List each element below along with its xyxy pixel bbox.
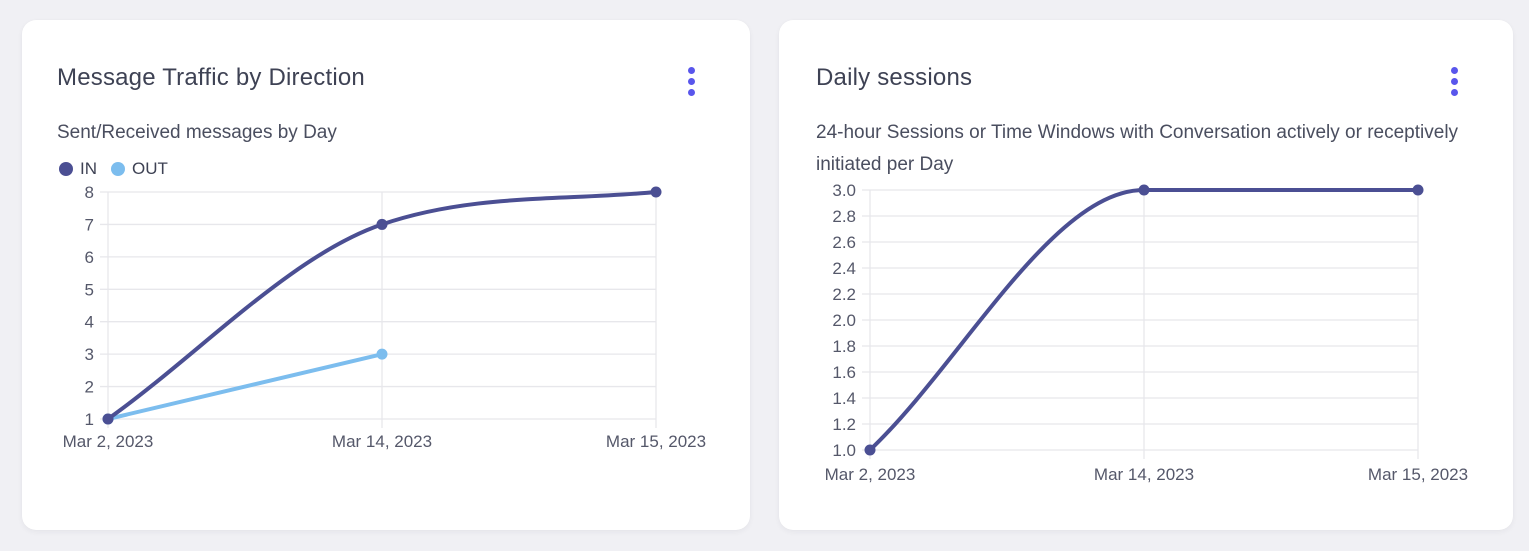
data-point[interactable] xyxy=(1138,184,1150,196)
y-axis-tick-label: 3.0 xyxy=(832,181,856,200)
legend-dot-in xyxy=(59,162,73,176)
x-axis-tick-label: Mar 15, 2023 xyxy=(1368,465,1468,484)
kebab-dot xyxy=(1450,77,1458,85)
kebab-vertical-icon[interactable] xyxy=(678,64,704,98)
kebab-dot xyxy=(687,77,695,85)
legend-dot-out xyxy=(111,162,125,176)
data-point[interactable] xyxy=(650,186,662,198)
legend-item-out[interactable]: OUT xyxy=(111,159,168,179)
y-axis-tick-label: 1.6 xyxy=(832,363,856,382)
card-subtitle-message-traffic: Sent/Received messages by Day xyxy=(57,122,337,143)
series-line-out xyxy=(106,352,384,421)
x-axis-tick-label: Mar 14, 2023 xyxy=(1094,465,1194,484)
x-axis-tick-label: Mar 2, 2023 xyxy=(63,432,154,451)
legend-label-out: OUT xyxy=(132,159,168,178)
x-axis-tick-label: Mar 2, 2023 xyxy=(825,465,916,484)
kebab-dot xyxy=(687,66,695,74)
card-title-message-traffic: Message Traffic by Direction xyxy=(57,64,365,91)
y-axis-tick-label: 2.8 xyxy=(832,207,856,226)
y-axis-tick-label: 5 xyxy=(85,280,94,299)
x-axis-tick-label: Mar 15, 2023 xyxy=(606,432,706,451)
data-point[interactable] xyxy=(376,218,388,230)
y-axis-tick-label: 2.6 xyxy=(832,233,856,252)
chart-legend: IN OUT xyxy=(59,159,168,179)
y-axis-tick-label: 3 xyxy=(85,345,94,364)
line-chart-message-traffic: 1 2 3 4 5 6 7 8 Mar 2, 2023 Mar 14, 2023 Mar 15, 2… xyxy=(57,175,747,467)
legend-label-in: IN xyxy=(80,159,97,178)
series-line-daily-sessions xyxy=(868,188,1420,452)
y-axis-tick-label: 1.0 xyxy=(832,441,856,460)
data-point[interactable] xyxy=(1412,184,1424,196)
x-axis-tick-label: Mar 14, 2023 xyxy=(332,432,432,451)
y-axis-tick-label: 8 xyxy=(85,183,94,202)
y-axis-tick-label: 1.4 xyxy=(832,389,856,408)
y-axis-tick-label: 1.8 xyxy=(832,337,856,356)
y-axis-tick-label: 7 xyxy=(85,215,94,234)
legend-item-in[interactable]: IN xyxy=(59,159,97,179)
line-chart-daily-sessions: 1.0 1.2 1.4 1.6 1.8 2.0 2.2 2.4 2.6 2.8 3.0 Mar 2, … xyxy=(816,175,1506,497)
kebab-dot xyxy=(687,88,695,96)
data-point[interactable] xyxy=(864,444,876,456)
card-message-traffic: Message Traffic by Direction Sent/Receiv… xyxy=(22,20,750,530)
y-axis-tick-label: 4 xyxy=(85,313,94,332)
y-axis-tick-label: 2.0 xyxy=(832,311,856,330)
card-subtitle-daily-sessions: 24-hour Sessions or Time Windows with Co… xyxy=(816,122,1459,175)
y-axis-tick-label: 1 xyxy=(85,410,94,429)
y-axis-tick-label: 2.2 xyxy=(832,285,856,304)
card-title-daily-sessions: Daily sessions xyxy=(816,64,973,91)
kebab-dot xyxy=(1450,88,1458,96)
card-daily-sessions: Daily sessions 24-hour Sessions or Time … xyxy=(779,20,1513,530)
kebab-dot xyxy=(1450,66,1458,74)
y-axis-tick-label: 2 xyxy=(85,378,94,397)
y-axis-tick-label: 2.4 xyxy=(832,259,856,278)
y-axis-tick-label: 6 xyxy=(85,248,94,267)
data-point[interactable] xyxy=(376,348,388,360)
kebab-vertical-icon[interactable] xyxy=(1441,64,1467,98)
y-axis-tick-label: 1.2 xyxy=(832,415,856,434)
data-point[interactable] xyxy=(102,413,114,425)
